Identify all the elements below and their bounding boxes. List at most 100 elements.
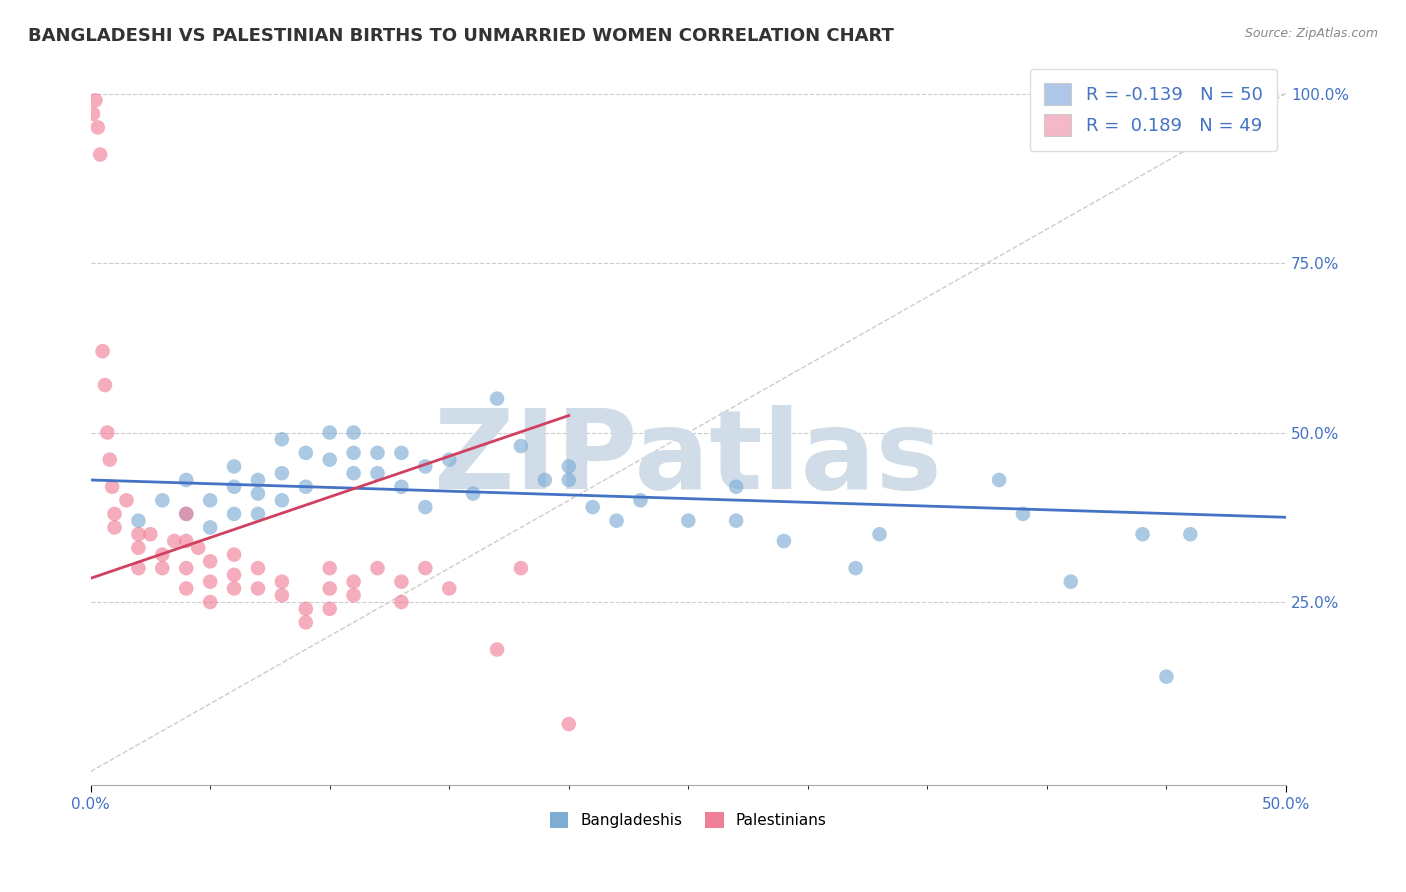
Point xyxy=(222,459,245,474)
Point xyxy=(534,473,557,487)
Point xyxy=(294,602,316,616)
Point xyxy=(222,582,245,596)
Point xyxy=(1180,527,1202,541)
Legend: Bangladeshis, Palestinians: Bangladeshis, Palestinians xyxy=(543,805,834,836)
Point xyxy=(558,717,581,731)
Point xyxy=(294,480,316,494)
Point xyxy=(270,466,292,480)
Point xyxy=(486,392,509,406)
Point xyxy=(389,595,412,609)
Text: Source: ZipAtlas.com: Source: ZipAtlas.com xyxy=(1244,27,1378,40)
Point xyxy=(84,93,107,107)
Point xyxy=(318,452,340,467)
Point xyxy=(91,344,114,359)
Point xyxy=(127,561,149,575)
Point xyxy=(174,507,197,521)
Point xyxy=(1060,574,1083,589)
Point xyxy=(198,493,221,508)
Point xyxy=(988,473,1011,487)
Point xyxy=(1012,507,1035,521)
Point xyxy=(845,561,868,575)
Point xyxy=(366,446,388,460)
Point xyxy=(98,452,121,467)
Point xyxy=(294,615,316,630)
Point xyxy=(439,452,461,467)
Point xyxy=(413,459,436,474)
Point xyxy=(389,446,412,460)
Point xyxy=(174,582,197,596)
Point xyxy=(198,554,221,568)
Point xyxy=(89,147,111,161)
Point xyxy=(413,500,436,514)
Point xyxy=(439,582,461,596)
Point xyxy=(222,507,245,521)
Point xyxy=(127,541,149,555)
Point xyxy=(198,574,221,589)
Point xyxy=(163,534,186,549)
Point xyxy=(318,425,340,440)
Point xyxy=(558,473,581,487)
Point xyxy=(606,514,628,528)
Point xyxy=(342,588,364,602)
Point xyxy=(150,561,173,575)
Point xyxy=(389,480,412,494)
Point xyxy=(246,473,269,487)
Point xyxy=(174,561,197,575)
Point xyxy=(342,425,364,440)
Point xyxy=(630,493,652,508)
Point xyxy=(270,432,292,446)
Point xyxy=(342,574,364,589)
Point xyxy=(773,534,796,549)
Point xyxy=(174,507,197,521)
Point xyxy=(725,514,748,528)
Point xyxy=(270,588,292,602)
Point xyxy=(246,582,269,596)
Point xyxy=(510,439,533,453)
Point xyxy=(582,500,605,514)
Point xyxy=(150,548,173,562)
Point xyxy=(198,520,221,534)
Point xyxy=(463,486,485,500)
Point xyxy=(366,561,388,575)
Point xyxy=(389,574,412,589)
Point xyxy=(103,507,125,521)
Text: ZIPatlas: ZIPatlas xyxy=(434,405,942,512)
Point xyxy=(222,548,245,562)
Point xyxy=(222,480,245,494)
Point xyxy=(174,473,197,487)
Point xyxy=(510,561,533,575)
Point xyxy=(486,642,509,657)
Point xyxy=(127,527,149,541)
Point xyxy=(413,561,436,575)
Point xyxy=(318,561,340,575)
Point xyxy=(96,425,118,440)
Point xyxy=(139,527,162,541)
Point xyxy=(198,595,221,609)
Point xyxy=(246,507,269,521)
Point xyxy=(82,107,104,121)
Point xyxy=(246,486,269,500)
Point xyxy=(1156,670,1178,684)
Point xyxy=(678,514,700,528)
Point xyxy=(294,446,316,460)
Point xyxy=(246,561,269,575)
Text: BANGLADESHI VS PALESTINIAN BIRTHS TO UNMARRIED WOMEN CORRELATION CHART: BANGLADESHI VS PALESTINIAN BIRTHS TO UNM… xyxy=(28,27,894,45)
Point xyxy=(115,493,138,508)
Point xyxy=(127,514,149,528)
Point xyxy=(342,446,364,460)
Point xyxy=(150,493,173,508)
Point xyxy=(342,466,364,480)
Point xyxy=(87,120,110,135)
Point xyxy=(187,541,209,555)
Point xyxy=(94,378,117,392)
Point xyxy=(366,466,388,480)
Point xyxy=(869,527,891,541)
Point xyxy=(1132,527,1154,541)
Point xyxy=(558,459,581,474)
Point xyxy=(270,493,292,508)
Point xyxy=(174,534,197,549)
Point xyxy=(318,602,340,616)
Point xyxy=(270,574,292,589)
Point xyxy=(725,480,748,494)
Point xyxy=(318,582,340,596)
